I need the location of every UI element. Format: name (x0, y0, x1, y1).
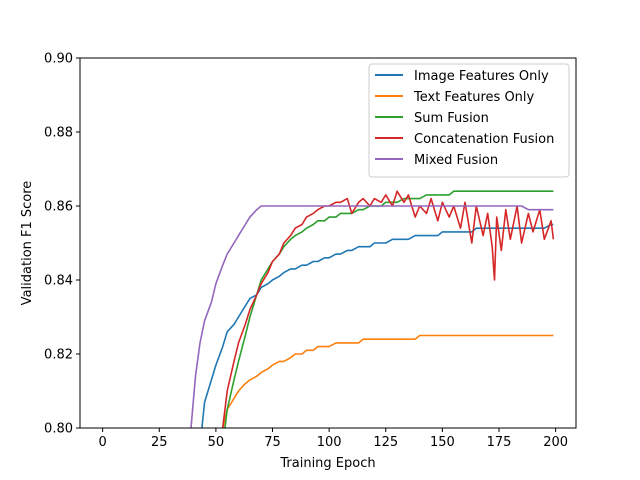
y-tick-label: 0.90 (44, 52, 73, 67)
y-axis: 0.80 0.82 0.84 0.86 0.88 0.90 (44, 52, 80, 437)
x-tick-label: 75 (264, 435, 281, 450)
x-tick-label: 100 (317, 435, 342, 450)
legend-entry-label: Text Features Only (413, 90, 535, 105)
y-tick-label: 0.82 (44, 348, 73, 363)
legend-entry-label: Image Features Only (414, 69, 549, 84)
legend-entry-label: Sum Fusion (414, 111, 489, 126)
legend: Image Features Only Text Features Only Sum… (368, 63, 570, 178)
y-tick-label: 0.88 (44, 126, 73, 141)
y-tick-label: 0.86 (44, 200, 73, 215)
y-axis-label: Validation F1 Score (20, 181, 35, 306)
series-layer (190, 190, 555, 428)
series-line-4 (190, 205, 554, 428)
x-tick-label: 200 (543, 435, 568, 450)
x-axis: 0 25 50 75 100 125 150 175 200 (99, 428, 568, 450)
legend-entry-label: Mixed Fusion (414, 153, 498, 168)
legend-box (368, 63, 570, 178)
plot-frame (79, 57, 577, 429)
x-axis-label: Training Epoch (279, 456, 375, 471)
y-tick-label: 0.80 (44, 422, 73, 437)
x-tick-label: 50 (208, 435, 225, 450)
x-tick-label: 25 (151, 435, 168, 450)
series-line-1 (221, 334, 554, 428)
y-tick-label: 0.84 (44, 274, 73, 289)
x-tick-label: 0 (99, 435, 107, 450)
x-tick-label: 175 (487, 435, 512, 450)
legend-entry-label: Concatenation Fusion (414, 132, 554, 147)
x-tick-label: 150 (430, 435, 455, 450)
x-tick-label: 125 (373, 435, 398, 450)
